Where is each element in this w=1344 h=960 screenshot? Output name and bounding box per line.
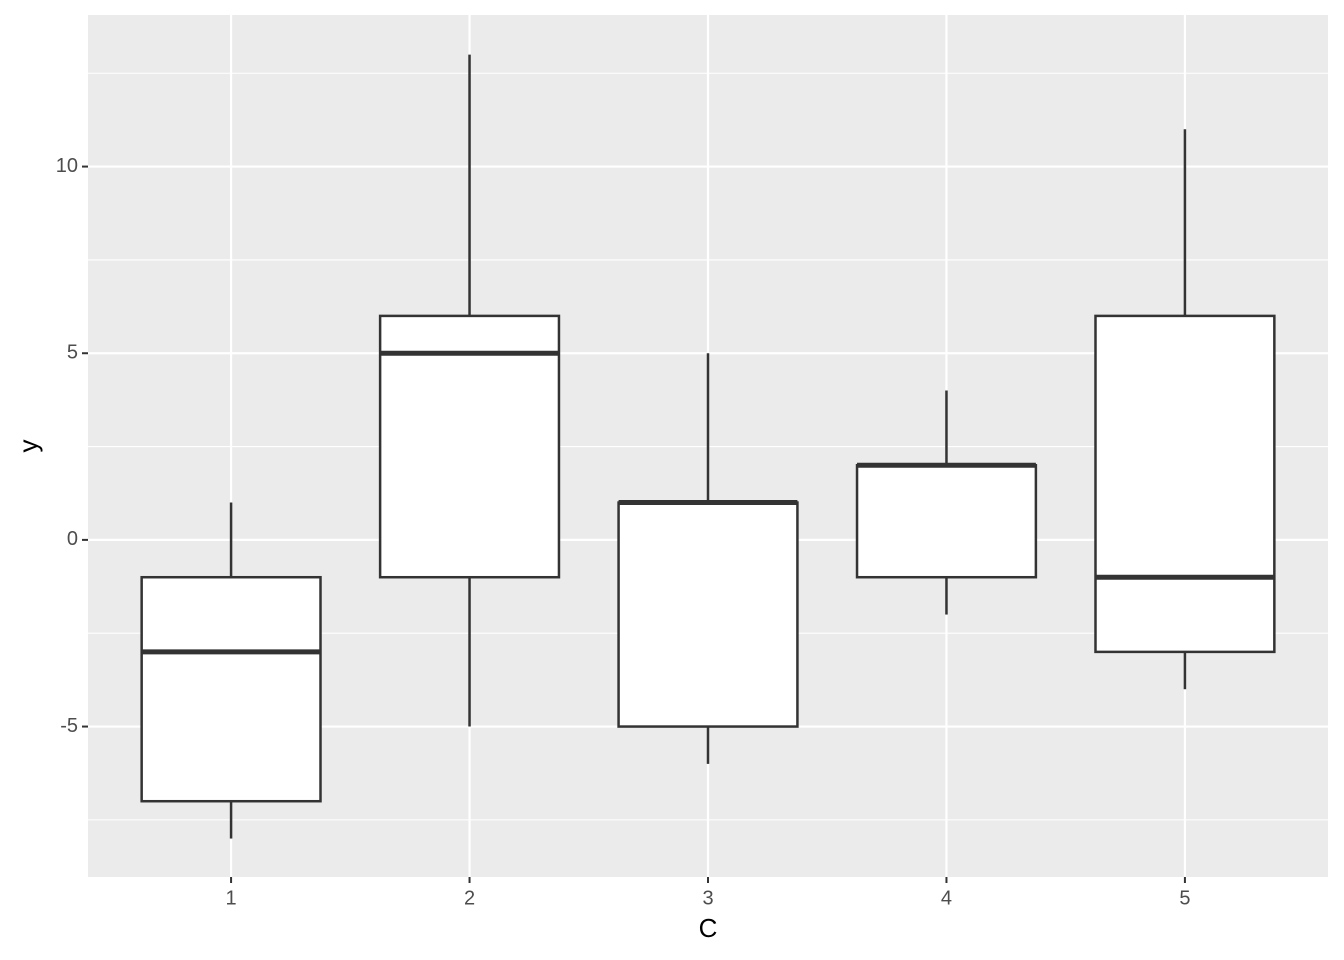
box — [378, 314, 561, 579]
x-axis-title: C — [699, 913, 718, 943]
x-tick-label: 4 — [941, 887, 952, 909]
x-tick-label: 3 — [702, 887, 713, 909]
y-axis-title: y — [13, 440, 43, 453]
x-tick-label: 1 — [226, 887, 237, 909]
box — [617, 501, 799, 728]
x-tick-label: 2 — [464, 887, 475, 909]
y-tick-label: 10 — [56, 155, 78, 177]
y-tick-label: 0 — [67, 528, 78, 550]
y-tick-label: -5 — [60, 715, 78, 737]
box — [140, 575, 322, 803]
box — [855, 463, 1038, 579]
x-tick-label: 5 — [1179, 887, 1190, 909]
y-tick-label: 5 — [67, 342, 78, 364]
box — [1094, 314, 1276, 654]
